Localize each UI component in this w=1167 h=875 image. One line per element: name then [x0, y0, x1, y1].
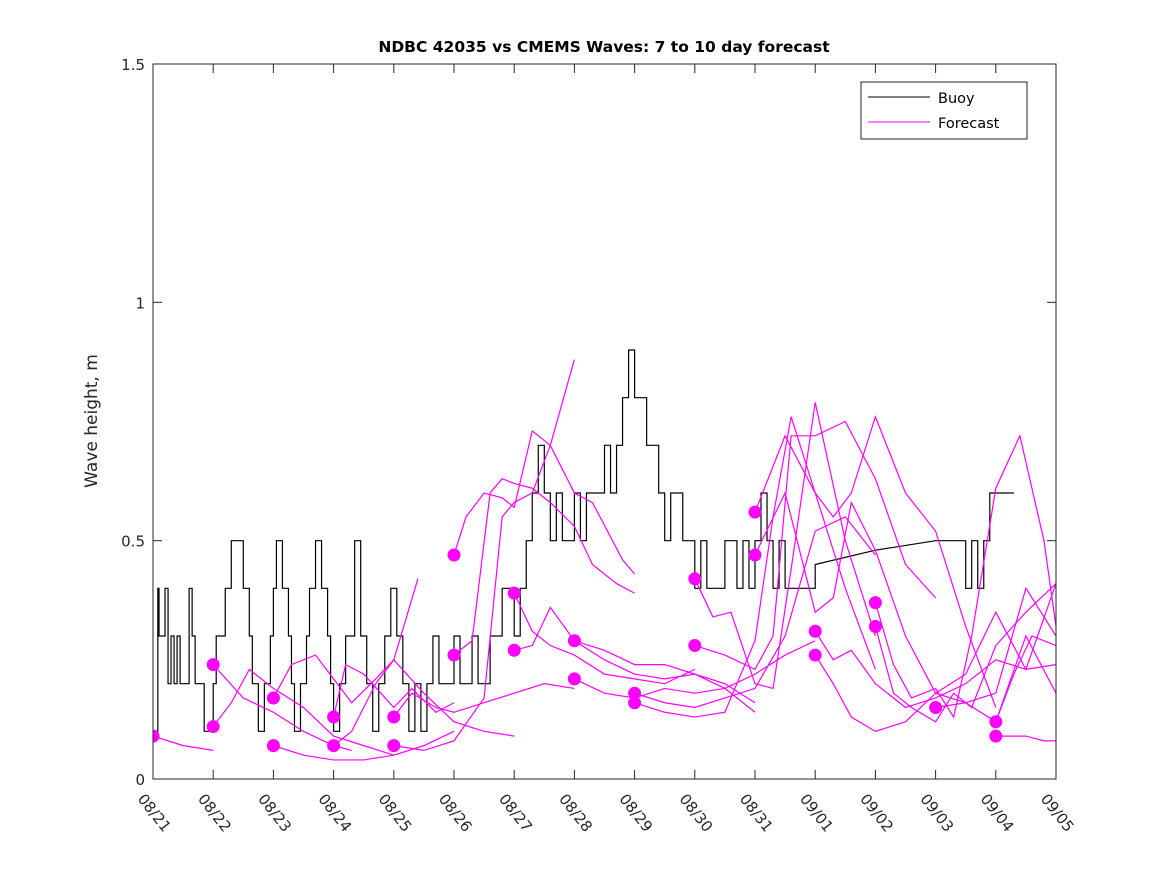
buoy-line — [153, 349, 1014, 732]
forecast-line — [754, 491, 1056, 704]
forecast-start-marker — [447, 648, 461, 662]
forecast-line — [514, 606, 756, 713]
forecast-line — [453, 429, 636, 575]
forecast-line — [995, 735, 1056, 742]
y-tick-label: 1 — [135, 294, 145, 312]
forecast-start-marker — [387, 710, 401, 724]
forecast-start-marker — [266, 691, 280, 705]
forecast-start-marker — [507, 643, 521, 657]
x-tick-label: 08/29 — [615, 790, 656, 835]
forecast-line — [453, 477, 635, 656]
forecast-start-marker — [868, 596, 882, 610]
forecast-start-marker — [327, 739, 341, 753]
forecast-start-marker — [628, 686, 642, 700]
plot-area — [153, 64, 1056, 779]
x-tick-label: 08/25 — [375, 790, 416, 835]
forecast-start-marker — [266, 739, 280, 753]
y-tick-label: 0.5 — [121, 533, 145, 551]
forecast-line — [574, 640, 756, 704]
x-tick-label: 08/28 — [555, 790, 596, 835]
forecast-line — [694, 420, 937, 671]
forecast-line — [694, 402, 876, 690]
x-tick-label: 08/24 — [314, 790, 355, 835]
forecast-start-marker — [748, 548, 762, 562]
forecast-start-marker — [808, 648, 822, 662]
forecast-start-marker — [929, 701, 943, 714]
forecast-line — [333, 663, 455, 718]
forecast-start-marker — [989, 729, 1003, 743]
forecast-start-marker — [206, 720, 220, 734]
forecast-line — [634, 416, 876, 718]
x-tick-label: 08/23 — [254, 790, 295, 835]
forecast-line — [814, 630, 1056, 709]
forecast-line — [874, 433, 1056, 719]
forecast-line — [212, 668, 394, 756]
forecast-line — [273, 730, 455, 761]
legend: Buoy Forecast — [860, 81, 1028, 140]
x-tick-label: 08/30 — [676, 790, 717, 835]
forecast-line — [634, 516, 876, 709]
forecast-start-marker — [153, 729, 160, 743]
legend-box — [860, 81, 1028, 140]
x-tick-label: 08/26 — [435, 790, 476, 835]
forecast-line — [333, 658, 515, 747]
x-tick-label: 09/04 — [977, 790, 1018, 835]
x-tick-label: 09/05 — [1037, 790, 1078, 835]
x-tick-label: 09/02 — [856, 790, 897, 835]
x-tick-label: 08/22 — [194, 790, 235, 835]
y-tick-label: 0 — [135, 771, 145, 789]
y-axis-label: Wave height, m — [82, 354, 102, 488]
forecast-start-marker — [567, 634, 581, 648]
forecast-start-marker — [808, 624, 822, 638]
x-tick-label: 08/21 — [134, 790, 175, 835]
y-tick-label: 1.5 — [121, 56, 145, 74]
chart-title: NDBC 42035 vs CMEMS Waves: 7 to 10 day f… — [378, 38, 830, 56]
forecast-start-marker — [206, 658, 220, 672]
forecast-line — [574, 640, 816, 699]
series-layer — [153, 349, 1056, 761]
forecast-start-marker — [868, 619, 882, 633]
forecast-start-marker — [989, 715, 1003, 729]
legend-forecast-label: Forecast — [938, 116, 1000, 132]
x-tick-label: 08/27 — [495, 790, 536, 835]
forecast-line — [153, 735, 214, 751]
forecast-line — [814, 583, 1056, 732]
forecast-line — [393, 683, 575, 718]
forecast-start-marker — [748, 505, 762, 519]
forecast-line — [995, 635, 1056, 723]
forecast-line — [513, 592, 696, 685]
forecast-start-marker — [447, 548, 461, 562]
legend-buoy-label: Buoy — [938, 91, 975, 107]
forecast-start-marker — [688, 639, 702, 653]
x-tick-label: 08/31 — [736, 790, 777, 835]
forecast-start-marker — [628, 696, 642, 710]
forecast-line — [874, 583, 1056, 723]
forecast-start-marker — [387, 739, 401, 753]
forecast-start-marker — [688, 572, 702, 586]
forecast-line — [393, 359, 575, 752]
axes-box — [152, 63, 1057, 780]
forecast-start-marker — [327, 710, 341, 724]
forecast-line — [754, 414, 997, 708]
forecast-start-marker — [567, 672, 581, 686]
forecast-start-marker — [507, 586, 521, 600]
x-tick-label: 09/01 — [796, 790, 837, 835]
x-tick-label: 09/03 — [916, 790, 957, 835]
